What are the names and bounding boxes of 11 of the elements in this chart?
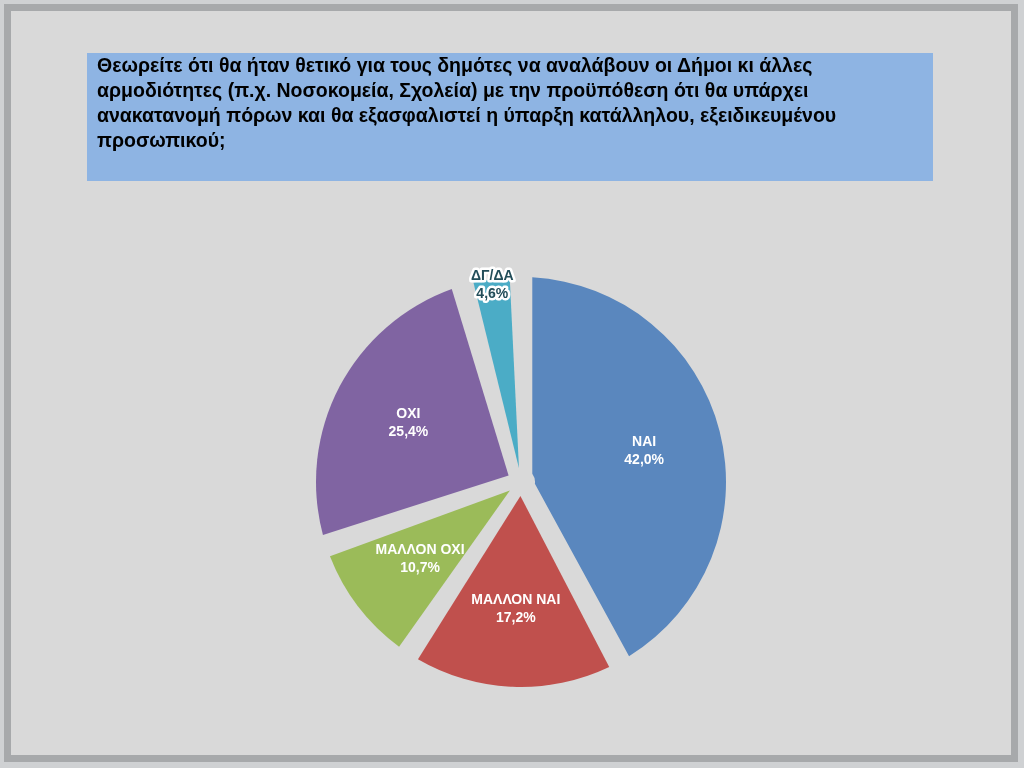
slice-label: ΟΧΙ xyxy=(396,405,421,421)
slice-label: ΝΑΙ xyxy=(632,432,657,449)
slice-label: ΜΑΛΛΟΝ ΝΑΙ xyxy=(471,590,561,607)
data-label: 25,4% xyxy=(388,423,429,439)
slice-label: ΜΑΛΛΟΝ ΟΧΙ xyxy=(375,541,465,558)
slice-label: ΔΓ/ΔΑ xyxy=(471,267,514,284)
data-label: 10,7% xyxy=(400,559,441,576)
data-label: 4,6% xyxy=(476,285,509,302)
data-label: 17,2% xyxy=(495,608,537,625)
chart-title: Θεωρείτε ότι θα ήταν θετικό για τους δημότες να αναλάβουν οι Δήμοι κι άλλες αρμοδιότητες (π.χ. Νοσοκομεία, Σχολεία) με την προϋπόθεση ότι θα υπάρχει ανακατανομή πόρων και θα εξασφαλιστεί η ύπαρξη κατάλληλου, εξειδικευμένου προσωπικού; xyxy=(87,53,933,181)
data-label: 42,0% xyxy=(624,450,665,467)
